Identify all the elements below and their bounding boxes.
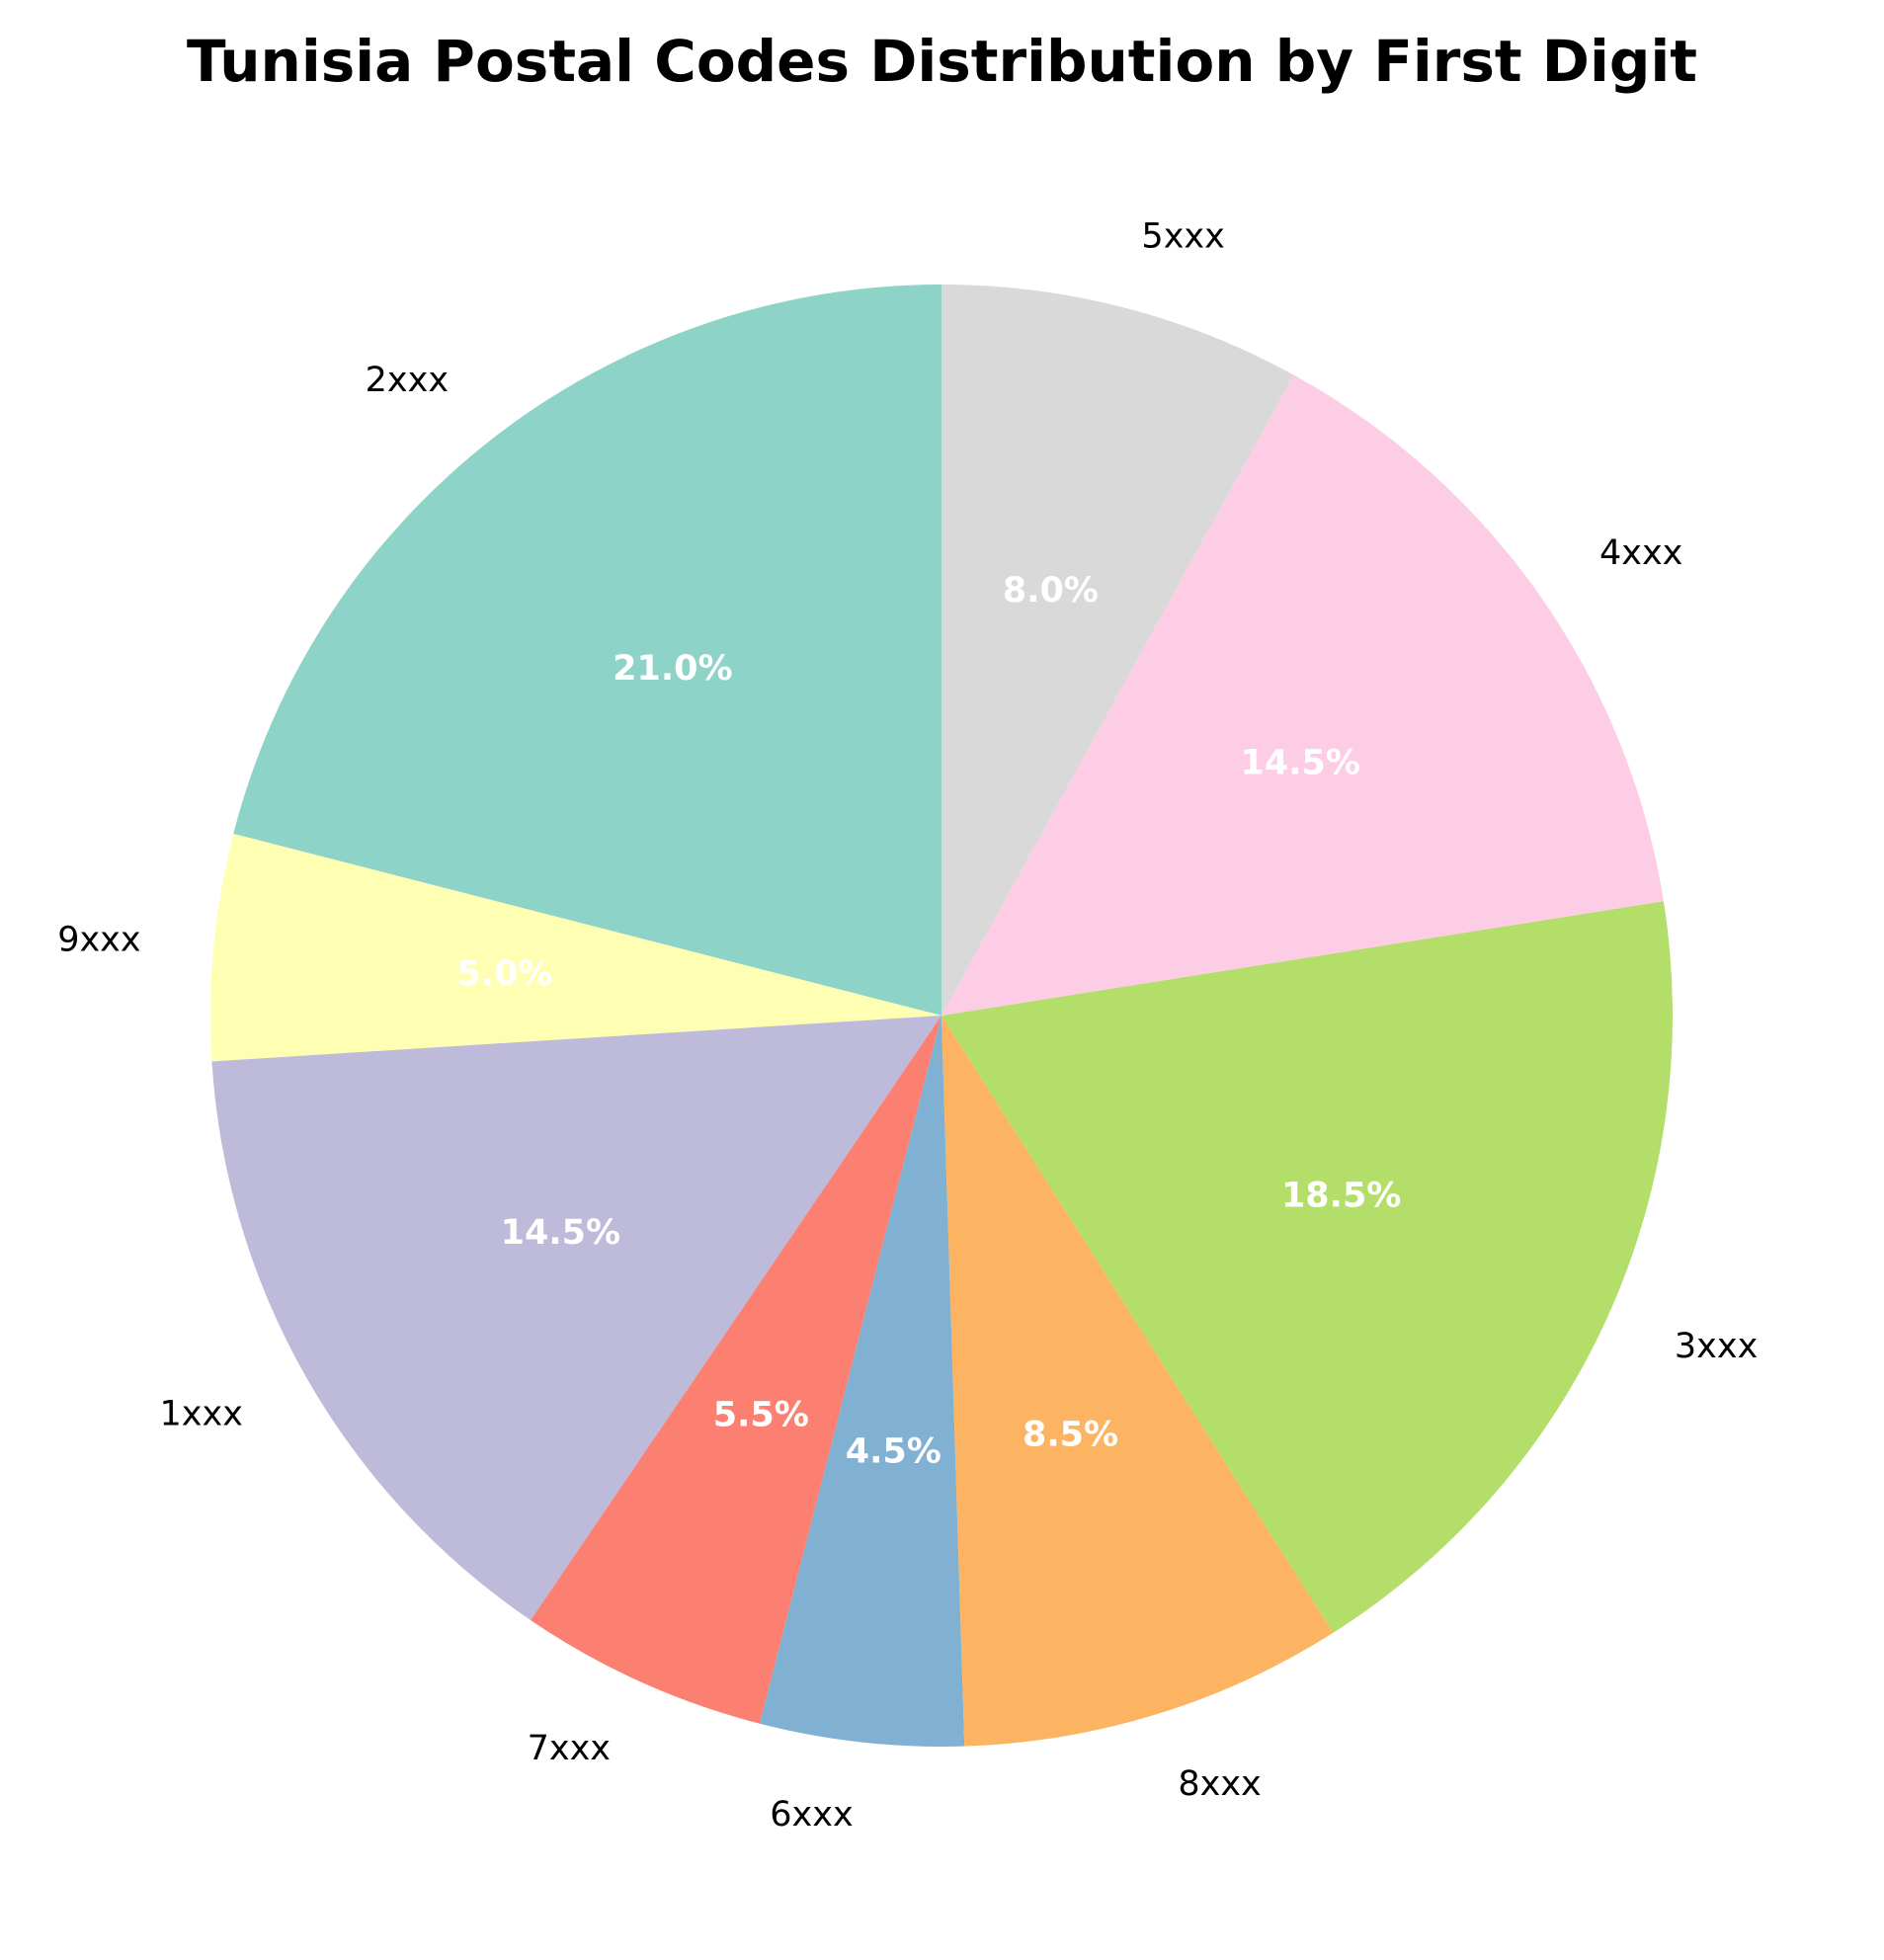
category-label-8xxx: 8xxx [1178, 1764, 1261, 1804]
percent-label-9xxx: 5.0% [456, 954, 552, 994]
category-label-6xxx: 6xxx [770, 1795, 853, 1835]
percent-label-8xxx: 8.5% [1023, 1415, 1118, 1454]
percent-label-7xxx: 5.5% [713, 1396, 809, 1435]
chart-title: Tunisia Postal Codes Distribution by Fir… [187, 28, 1697, 95]
pie-slice-4xxx [942, 374, 1664, 1016]
category-label-7xxx: 7xxx [528, 1729, 611, 1768]
category-label-5xxx: 5xxx [1141, 217, 1224, 257]
category-label-1xxx: 1xxx [160, 1394, 243, 1433]
percent-label-4xxx: 14.5% [1241, 744, 1360, 783]
category-label-4xxx: 4xxx [1599, 533, 1682, 573]
pie-slice-1xxx [211, 1016, 942, 1621]
pie-slice-6xxx [759, 1016, 965, 1747]
pie-slice-3xxx [942, 901, 1673, 1633]
pie-slice-9xxx [210, 833, 942, 1062]
pie-slice-5xxx [942, 285, 1294, 1016]
category-label-3xxx: 3xxx [1675, 1327, 1758, 1366]
category-label-2xxx: 2xxx [366, 361, 449, 400]
percent-label-5xxx: 8.0% [1003, 571, 1099, 611]
slices-layer [210, 285, 1673, 1747]
percent-label-2xxx: 21.0% [613, 649, 732, 689]
pie-slice-7xxx [531, 1016, 942, 1724]
percent-label-3xxx: 18.5% [1281, 1177, 1401, 1216]
percent-label-1xxx: 14.5% [501, 1213, 620, 1253]
percent-labels-layer: 21.0% 5.0% 14.5% 5.5% 4.5% 8.5% 18.5% 14.5% 8.0% [456, 571, 1401, 1471]
category-label-9xxx: 9xxx [57, 920, 140, 959]
pie-slice-2xxx [233, 285, 942, 1016]
pie-slice-8xxx [942, 1016, 1334, 1747]
category-labels-layer: 2xxx 9xxx 1xxx 7xxx 6xxx 8xxx 3xxx 4xxx 5xxx [57, 217, 1758, 1836]
percent-label-6xxx: 4.5% [846, 1431, 942, 1471]
